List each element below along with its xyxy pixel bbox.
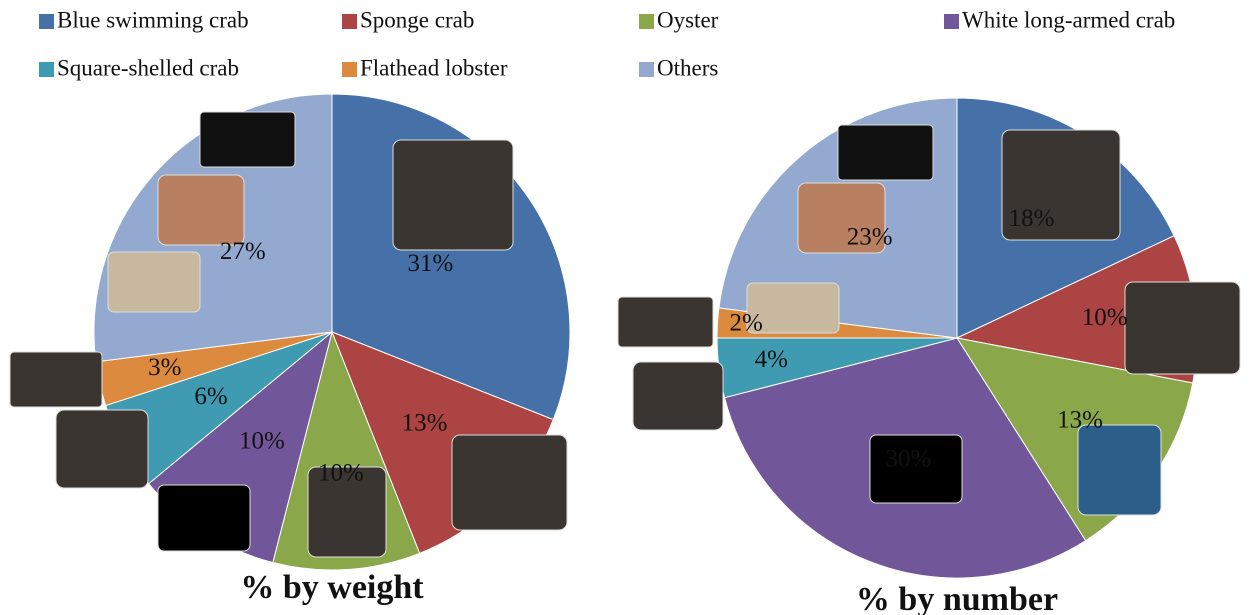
legend-swatch <box>39 62 54 77</box>
legend-label: Others <box>657 55 718 80</box>
data-label: 13% <box>1057 406 1103 433</box>
data-label: 18% <box>1009 205 1055 232</box>
pie-title: % by number <box>856 581 1058 615</box>
photo <box>1078 425 1161 515</box>
legend-label: Flathead lobster <box>360 55 508 80</box>
data-label: 10% <box>1082 304 1128 331</box>
photo <box>56 410 148 488</box>
legend-label: Oyster <box>657 7 719 32</box>
data-label: 4% <box>755 346 788 373</box>
data-label: 27% <box>220 238 266 265</box>
chart: Blue swimming crab Sponge crab Oyster White… <box>0 0 1257 615</box>
photo <box>200 112 295 167</box>
data-label: 6% <box>194 383 227 410</box>
data-label: 13% <box>402 409 448 436</box>
data-label: 10% <box>239 427 285 454</box>
data-label: 23% <box>847 224 893 251</box>
legend-swatch <box>944 14 959 29</box>
photo <box>452 435 567 530</box>
photo <box>633 362 723 430</box>
legend-swatch <box>639 14 654 29</box>
legend-swatch <box>342 14 357 29</box>
legend-label: Square-shelled crab <box>57 55 239 80</box>
legend-label: Sponge crab <box>360 7 474 32</box>
data-label: 3% <box>148 354 181 381</box>
photo <box>10 352 102 407</box>
data-label: 2% <box>730 309 763 336</box>
legend-label: White long-armed crab <box>962 7 1175 32</box>
legend-swatch <box>639 62 654 77</box>
photo <box>838 125 933 180</box>
photo <box>1125 282 1240 374</box>
legend-swatch <box>342 62 357 77</box>
data-label: 30% <box>885 445 931 472</box>
photo <box>618 297 713 347</box>
legend-label: Blue swimming crab <box>57 7 249 32</box>
data-label: 10% <box>318 459 364 486</box>
legend: Blue swimming crab Sponge crab Oyster White… <box>39 7 1175 80</box>
photo <box>158 175 244 245</box>
data-label: 31% <box>408 250 454 277</box>
pie-title: % by weight <box>240 569 424 606</box>
photo <box>158 485 250 551</box>
photo <box>393 140 513 250</box>
photo <box>108 252 200 312</box>
legend-swatch <box>39 14 54 29</box>
